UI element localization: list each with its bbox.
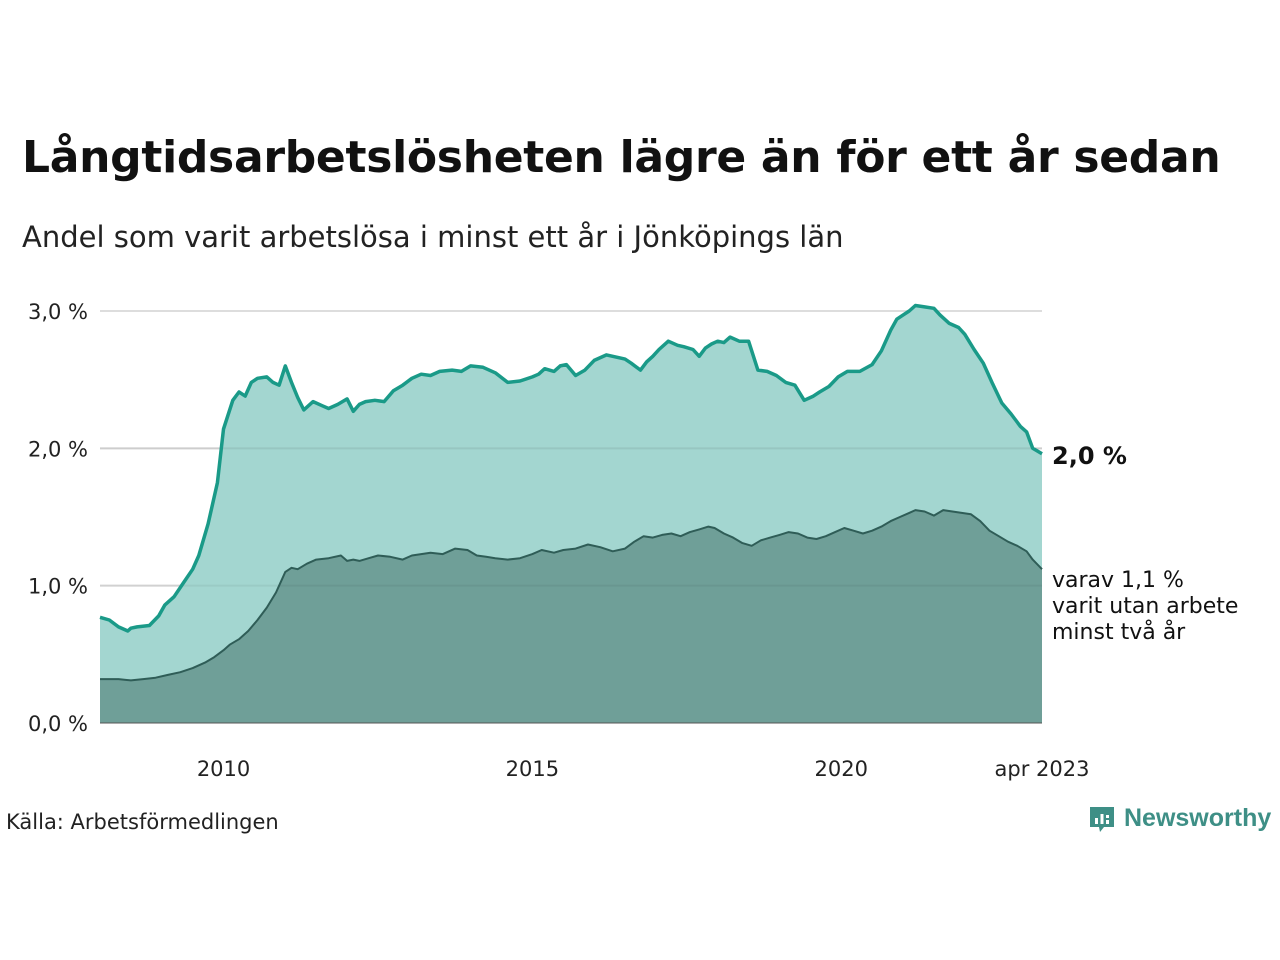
y-tick-label: 2,0 % xyxy=(28,437,88,461)
sub-series-label-line2: varit utan arbete xyxy=(1052,594,1238,619)
x-tick-label: apr 2023 xyxy=(995,757,1090,781)
newsworthy-icon xyxy=(1090,806,1114,832)
y-tick-label: 1,0 % xyxy=(28,575,88,599)
x-tick-label: 2015 xyxy=(506,757,559,781)
series-1-line xyxy=(99,303,1043,633)
brand-logo[interactable]: Newsworthy xyxy=(1088,804,1271,833)
source-note: Källa: Arbetsförmedlingen xyxy=(6,810,279,834)
chart-title: Långtidsarbetslösheten lägre än för ett … xyxy=(22,132,1221,183)
series-2-area xyxy=(100,510,1042,723)
area-layer xyxy=(99,303,1043,724)
sub-series-label-line1: varav 1,1 % xyxy=(1052,568,1184,593)
x-tick-label: 2020 xyxy=(815,757,868,781)
series-2-line xyxy=(100,509,1043,682)
x-tick-label: 2010 xyxy=(197,757,250,781)
y-tick-label: 3,0 % xyxy=(28,300,88,324)
y-tick-label: 0,0 % xyxy=(28,712,88,736)
chart-subtitle: Andel som varit arbetslösa i minst ett å… xyxy=(22,220,844,254)
end-value-label: 2,0 % xyxy=(1052,442,1127,470)
brand-name: Newsworthy xyxy=(1124,804,1272,832)
axis-labels: 0,0 % 1,0 % 2,0 % 3,0 % 2010 2015 2020 apr 2023 xyxy=(28,300,1090,781)
sub-series-label-line3: minst två år xyxy=(1052,619,1186,645)
